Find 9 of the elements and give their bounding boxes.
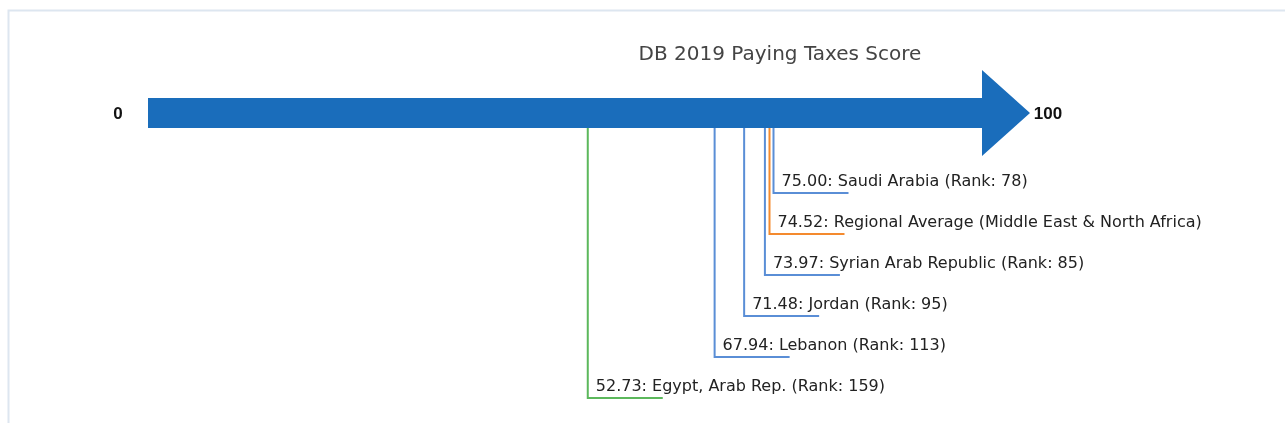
- data-label: 73.97: Syrian Arab Republic (Rank: 85): [772, 253, 1085, 272]
- text: DB 2019 Paying Taxes Score: [638, 41, 922, 65]
- data-label: 71.48: Jordan (Rank: 95): [752, 294, 948, 313]
- text: 0: [113, 104, 123, 123]
- text: 100: [1033, 104, 1063, 123]
- data-label: 52.73: Egypt, Arab Rep. (Rank: 159): [595, 376, 885, 395]
- data-label: 67.94: Lebanon (Rank: 113): [722, 335, 946, 354]
- data-label: 74.52: Regional Average (Middle East & North Africa): [777, 212, 1202, 231]
- data-label: 75.00: Saudi Arabia (Rank: 78): [781, 171, 1028, 190]
